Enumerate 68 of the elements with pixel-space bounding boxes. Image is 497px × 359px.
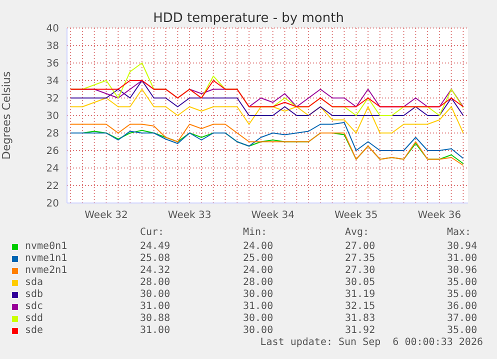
x-tick-label: Week 32	[84, 210, 128, 222]
text: 28.00	[140, 277, 170, 288]
text: 30.00	[243, 313, 274, 324]
line-series	[70, 122, 464, 159]
text: 31.00	[243, 301, 274, 312]
x-tick-label: Week 35	[334, 210, 378, 222]
text: 27.30	[345, 265, 376, 276]
text: 27.00	[345, 241, 376, 252]
y-tick-label: 36	[46, 58, 59, 70]
line-series	[70, 124, 464, 166]
line-series	[70, 88, 464, 134]
legend-label: nvme2n1	[25, 265, 68, 276]
text: 24.32	[140, 265, 170, 276]
y-tick-label: 20	[46, 198, 59, 210]
y-tick-label: 38	[46, 41, 59, 52]
text: 24.49	[140, 241, 170, 252]
text: 35.00	[447, 289, 478, 300]
text: 36.00	[447, 301, 478, 312]
legend-label: sdb	[25, 289, 44, 300]
legend-label: nvme0n1	[25, 241, 68, 252]
y-tick-label: 40	[46, 24, 59, 35]
y-tick-label: 30	[46, 111, 59, 122]
x-tick-label: Week 34	[251, 210, 295, 222]
text: 28.00	[243, 277, 274, 288]
text: 35.00	[447, 325, 478, 336]
text: 31.00	[447, 253, 478, 264]
y-tick-label: 32	[46, 94, 59, 105]
line-series	[70, 80, 464, 116]
text: 30.96	[447, 265, 478, 276]
text: 30.00	[243, 325, 274, 336]
text: 31.00	[140, 325, 170, 336]
text: 30.88	[140, 313, 170, 324]
legend-label: sdd	[25, 313, 44, 324]
text: Cur:	[140, 227, 164, 238]
text: 35.00	[447, 277, 478, 288]
y-tick-label: 22	[46, 181, 59, 192]
y-tick-label: 26	[46, 146, 59, 158]
text: Avg:	[345, 227, 370, 238]
y-axis-title: Degrees Celsius	[0, 71, 13, 160]
legend-label: nvme1n1	[25, 253, 68, 264]
x-tick-label: Week 36	[418, 210, 462, 222]
text: 25.00	[243, 253, 274, 264]
text: 31.19	[345, 289, 376, 300]
text: Last update: Sun Sep 6 00:00:33 2026	[260, 337, 483, 348]
text: Min:	[243, 227, 268, 238]
text: 30.94	[447, 241, 478, 252]
y-tick-label: 34	[46, 76, 59, 88]
line-series	[70, 80, 464, 108]
text: 32.15	[345, 301, 376, 312]
text: Max:	[447, 227, 472, 238]
text: 30.00	[140, 289, 170, 300]
text: 25.08	[140, 253, 170, 264]
text: 24.00	[243, 241, 274, 252]
legend-label: sdc	[25, 301, 44, 312]
text: 31.92	[345, 325, 376, 336]
y-tick-label: 24	[46, 164, 59, 175]
text: 24.00	[243, 265, 274, 276]
y-tick-label: 28	[46, 128, 59, 140]
text: 31.83	[345, 313, 376, 324]
x-tick-label: Week 33	[168, 210, 212, 222]
text: 30.05	[345, 277, 376, 288]
text: 37.00	[447, 313, 478, 324]
chart-title: HDD temperature - by month	[153, 11, 344, 26]
text: 27.35	[345, 253, 376, 264]
legend-label: sde	[25, 325, 44, 336]
text: 30.00	[243, 289, 274, 300]
legend-label: sda	[25, 277, 44, 288]
text: 31.00	[140, 301, 170, 312]
